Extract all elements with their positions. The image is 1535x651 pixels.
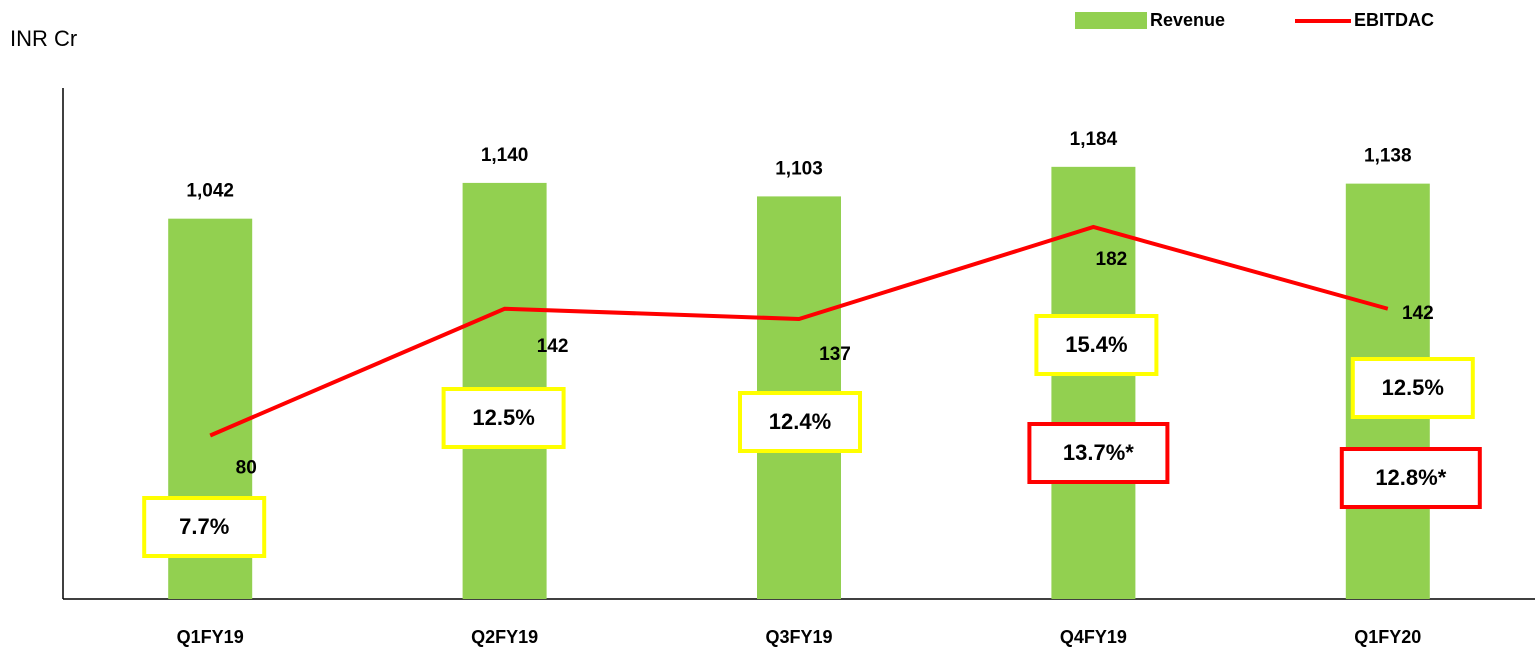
margin-box — [1350, 357, 1475, 419]
bar-value-label: 1,138 — [1364, 146, 1412, 167]
legend-swatch — [1075, 12, 1147, 29]
line-value-label: 142 — [1402, 303, 1434, 324]
bar-value-label: 1,103 — [775, 158, 823, 179]
margin-box — [142, 496, 267, 558]
bar-value-label: 1,140 — [481, 145, 529, 166]
line-value-label: 80 — [236, 457, 257, 478]
line-value-label: 182 — [1096, 249, 1128, 270]
chart-title: INR Cr — [10, 26, 77, 51]
legend-label: Revenue — [1150, 10, 1225, 30]
line-value-label: 137 — [819, 344, 851, 365]
margin-box — [738, 391, 862, 453]
margin-label: 12.4% — [769, 409, 831, 434]
margin-box — [441, 387, 566, 449]
adjusted-margin-label: 12.8%* — [1375, 465, 1446, 490]
bar-value-label: 1,184 — [1070, 129, 1118, 150]
line-series — [209, 224, 1389, 438]
legend-label: EBITDAC — [1354, 10, 1434, 30]
line-value-label: 142 — [537, 336, 569, 357]
margin-label: 12.5% — [1382, 375, 1444, 400]
margin-box — [1034, 314, 1159, 376]
bar-value-label: 1,042 — [186, 181, 234, 202]
margin-label: 12.5% — [472, 405, 534, 430]
x-tick-label: Q1FY20 — [1354, 627, 1421, 647]
x-tick-label: Q2FY19 — [471, 627, 538, 647]
adjusted-margin-box — [1027, 422, 1170, 484]
x-tick-label: Q3FY19 — [765, 627, 832, 647]
x-tick-label: Q1FY19 — [177, 627, 244, 647]
bar — [1051, 166, 1136, 599]
x-tick-label: Q4FY19 — [1060, 627, 1127, 647]
adjusted-margin-label: 13.7%* — [1063, 440, 1134, 465]
margin-label: 7.7% — [179, 514, 229, 539]
adjusted-margin-box — [1339, 447, 1482, 509]
margin-label: 15.4% — [1065, 332, 1127, 357]
